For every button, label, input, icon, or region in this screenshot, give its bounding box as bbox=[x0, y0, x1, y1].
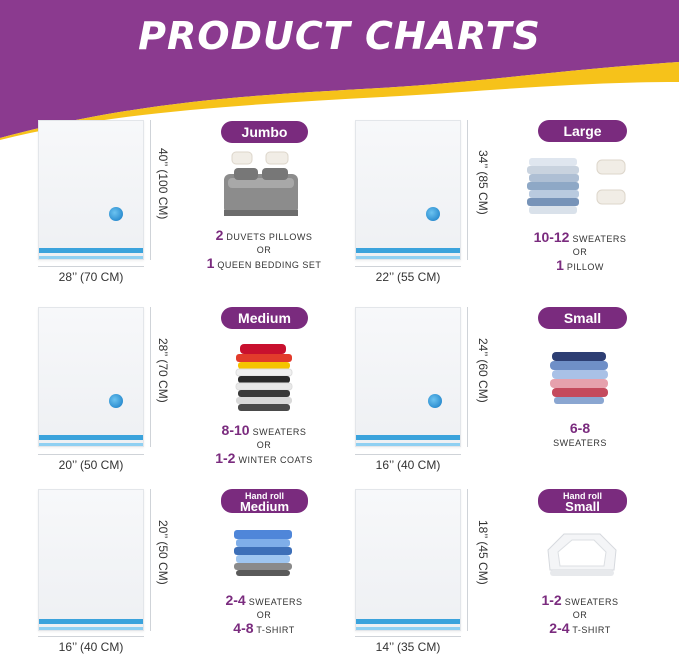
width-label: 22’’ (55 CM) bbox=[355, 266, 461, 284]
clothes-and-pillows-icon bbox=[527, 158, 626, 214]
valve-icon bbox=[426, 207, 440, 221]
folded-sweaters-icon bbox=[235, 344, 293, 411]
capacity-text: 8-10 SWEATERS OR 1-2 WINTER COATS bbox=[215, 422, 313, 466]
height-label: 28’’ (70 CM) bbox=[156, 338, 170, 403]
folded-shirts-icon bbox=[234, 530, 292, 576]
page-title: PRODUCT CHARTS bbox=[138, 14, 541, 58]
header-banner: PRODUCT CHARTS bbox=[0, 0, 679, 140]
vacuum-bag-hand-roll-small bbox=[355, 489, 461, 631]
vacuum-bag-hand-roll-medium bbox=[38, 489, 144, 631]
capacity-text: 10-12 SWEATERS OR 1 PILLOW bbox=[533, 229, 627, 273]
white-shirts-icon bbox=[547, 533, 617, 576]
height-label: 20’’ (50 CM) bbox=[156, 520, 170, 585]
size-badge-large: Large bbox=[538, 120, 627, 142]
vacuum-bag-small bbox=[355, 307, 461, 447]
zipper bbox=[356, 619, 460, 624]
capacity-text: 6-8 SWEATERS bbox=[553, 420, 607, 448]
width-label: 16’’ (40 CM) bbox=[355, 454, 461, 472]
height-label: 34’’ (85 CM) bbox=[476, 150, 490, 215]
zipper bbox=[356, 248, 460, 253]
valve-icon bbox=[109, 207, 123, 221]
size-badge-medium: Medium bbox=[221, 307, 308, 329]
width-label: 28’’ (70 CM) bbox=[38, 266, 144, 284]
bed-icon bbox=[224, 151, 298, 216]
zipper bbox=[39, 248, 143, 253]
width-label: 14’’ (35 CM) bbox=[355, 636, 461, 654]
vacuum-bag-jumbo bbox=[38, 120, 144, 260]
capacity-text: 2 DUVETS PILLOWS OR 1 QUEEN BEDDING SET bbox=[206, 227, 322, 271]
size-badge-jumbo: Jumbo bbox=[221, 121, 308, 143]
height-label: 18’’ (45 CM) bbox=[476, 520, 490, 585]
height-label: 24’’ (60 CM) bbox=[476, 338, 490, 403]
size-badge-hand-roll-small: Hand roll Small bbox=[538, 489, 627, 513]
size-badge-hand-roll-medium: Hand roll Medium bbox=[221, 489, 308, 513]
valve-icon bbox=[109, 394, 123, 408]
width-label: 16’’ (40 CM) bbox=[38, 636, 144, 654]
zipper bbox=[39, 435, 143, 440]
zipper bbox=[39, 619, 143, 624]
capacity-text: 2-4 SWEATERS OR 4-8 T-SHIRT bbox=[225, 592, 303, 636]
height-label: 40’’ (100 CM) bbox=[156, 148, 170, 220]
zipper bbox=[356, 435, 460, 440]
size-badge-small: Small bbox=[538, 307, 627, 329]
header-wave bbox=[0, 0, 679, 140]
vacuum-bag-medium bbox=[38, 307, 144, 447]
folded-shirts-icon bbox=[550, 352, 608, 404]
vacuum-bag-large bbox=[355, 120, 461, 260]
valve-icon bbox=[428, 394, 442, 408]
width-label: 20’’ (50 CM) bbox=[38, 454, 144, 472]
capacity-text: 1-2 SWEATERS OR 2-4 T-SHIRT bbox=[541, 592, 619, 636]
